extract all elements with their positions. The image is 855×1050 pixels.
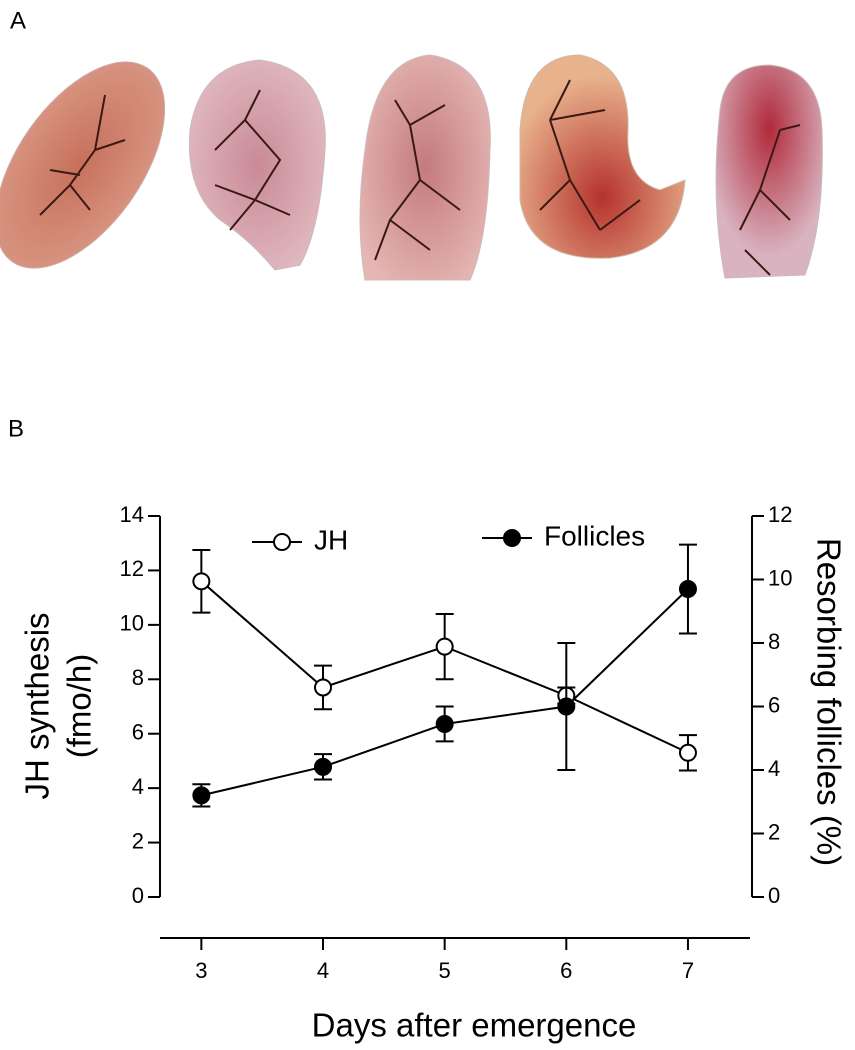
legend-marker bbox=[273, 533, 291, 551]
y-axis-label: JH synthesis bbox=[19, 612, 56, 799]
x-tick-label: 7 bbox=[682, 958, 694, 983]
y2-tick-label: 4 bbox=[768, 756, 780, 781]
ovary-image bbox=[715, 64, 823, 279]
x-tick-label: 4 bbox=[317, 958, 329, 983]
x-tick-label: 3 bbox=[195, 958, 207, 983]
y-tick-label: 12 bbox=[120, 556, 144, 581]
trachea bbox=[539, 79, 641, 231]
legend-marker bbox=[503, 529, 521, 547]
ovary-image bbox=[0, 61, 166, 269]
y-tick-label: 14 bbox=[120, 502, 144, 527]
y2-tick-label: 12 bbox=[768, 502, 792, 527]
trachea bbox=[214, 89, 291, 231]
y-axis-label: (fmo/h) bbox=[61, 654, 98, 759]
panel-label: A bbox=[10, 7, 26, 34]
x-axis-label: Days after emergence bbox=[312, 1007, 637, 1044]
trachea bbox=[739, 124, 801, 276]
ovary-image bbox=[188, 59, 326, 271]
y2-tick-label: 8 bbox=[768, 629, 780, 654]
y2-tick-label: 6 bbox=[768, 692, 780, 717]
panel-label: B bbox=[8, 415, 24, 442]
x-tick-label: 5 bbox=[439, 958, 451, 983]
marker bbox=[557, 697, 576, 716]
legend-label: JH bbox=[314, 524, 348, 555]
trachea bbox=[39, 94, 126, 216]
ovary-images bbox=[0, 54, 823, 281]
legend-label: Follicles bbox=[544, 520, 645, 551]
y-tick-label: 10 bbox=[120, 611, 144, 636]
marker bbox=[435, 637, 454, 656]
chart: 0 2 4 6 8 10 12 14 0 2 4 6 8 10 12 3 4 5 6 7 Days after emer… bbox=[19, 502, 848, 1044]
marker bbox=[192, 572, 211, 591]
ovary-image bbox=[519, 54, 686, 259]
y-tick-label: 8 bbox=[132, 665, 144, 690]
y2-tick-label: 0 bbox=[768, 883, 780, 908]
marker bbox=[314, 678, 333, 697]
marker bbox=[435, 714, 454, 733]
marker bbox=[678, 743, 697, 762]
y2-tick-label: 2 bbox=[768, 819, 780, 844]
y-tick-label: 0 bbox=[132, 883, 144, 908]
marker bbox=[192, 786, 211, 805]
trachea bbox=[374, 99, 461, 261]
marker bbox=[314, 757, 333, 776]
marker bbox=[678, 580, 697, 599]
ovary-image bbox=[359, 54, 491, 281]
x-tick-label: 6 bbox=[560, 958, 572, 983]
y-tick-label: 6 bbox=[132, 720, 144, 745]
y2-tick-label: 10 bbox=[768, 565, 792, 590]
y2-axis-label: Resorbing follicles (%) bbox=[810, 538, 847, 866]
y-tick-label: 4 bbox=[132, 774, 144, 799]
y-tick-label: 2 bbox=[132, 828, 144, 853]
